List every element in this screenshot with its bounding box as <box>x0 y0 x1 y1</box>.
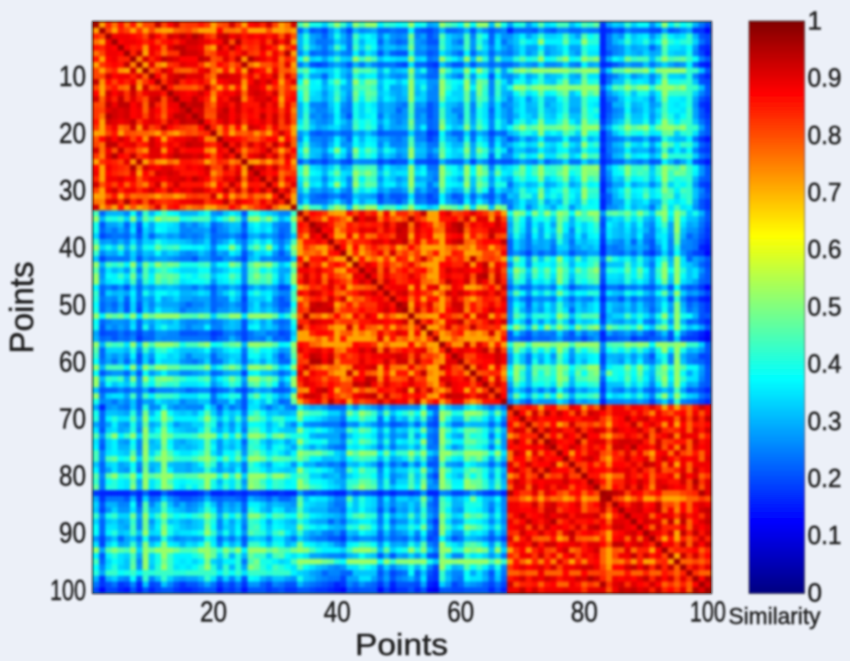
svg-text:0.4: 0.4 <box>808 349 842 379</box>
svg-text:20: 20 <box>200 596 227 628</box>
svg-text:50: 50 <box>59 289 86 321</box>
svg-text:100: 100 <box>50 575 86 607</box>
svg-text:80: 80 <box>571 596 598 628</box>
svg-text:100: 100 <box>690 596 726 628</box>
svg-text:20: 20 <box>59 118 86 150</box>
svg-text:0.9: 0.9 <box>808 63 842 93</box>
svg-text:60: 60 <box>59 346 86 378</box>
svg-text:1: 1 <box>808 5 822 35</box>
svg-text:0.7: 0.7 <box>808 177 842 207</box>
svg-text:60: 60 <box>447 596 474 628</box>
svg-text:0.5: 0.5 <box>808 291 842 321</box>
svg-text:0.6: 0.6 <box>808 234 842 264</box>
svg-text:0.8: 0.8 <box>808 120 842 150</box>
svg-text:40: 40 <box>324 596 351 628</box>
svg-text:80: 80 <box>59 461 86 493</box>
svg-text:0: 0 <box>808 577 822 607</box>
svg-text:10: 10 <box>59 61 86 93</box>
svg-text:0.3: 0.3 <box>808 406 842 436</box>
svg-text:0.2: 0.2 <box>808 463 842 493</box>
svg-text:70: 70 <box>59 404 86 436</box>
svg-text:40: 40 <box>59 232 86 264</box>
svg-text:90: 90 <box>59 518 86 550</box>
svg-text:Points: Points <box>3 262 40 354</box>
svg-text:Points: Points <box>355 627 448 661</box>
svg-text:0.1: 0.1 <box>808 520 842 550</box>
svg-text:Similarity: Similarity <box>729 603 821 629</box>
svg-text:30: 30 <box>59 175 86 207</box>
